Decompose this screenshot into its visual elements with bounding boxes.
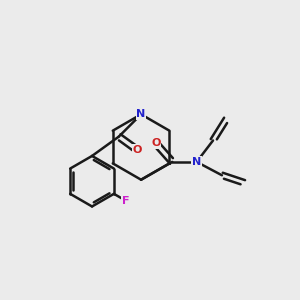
Text: F: F [122, 196, 129, 206]
Text: N: N [136, 109, 146, 119]
Text: N: N [192, 157, 201, 167]
Text: O: O [151, 139, 160, 148]
Text: O: O [133, 145, 142, 155]
